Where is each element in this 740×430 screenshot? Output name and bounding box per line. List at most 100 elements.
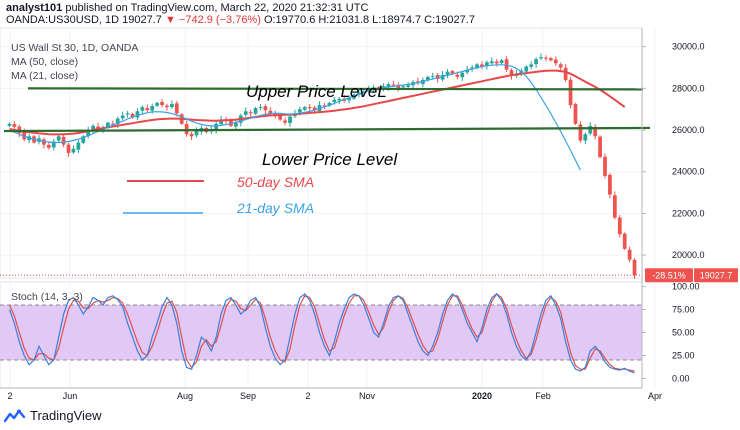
candle-body: [170, 103, 174, 108]
candle-body: [155, 102, 159, 106]
tradingview-logo[interactable]: TradingView: [4, 408, 102, 423]
candle-body: [598, 136, 602, 158]
price-tick-label: 20000.0: [672, 250, 705, 260]
symbol-name: OANDA:US30USD, 1D: [6, 14, 120, 26]
candle-body: [548, 58, 553, 61]
candle-body: [160, 102, 164, 106]
candle-body: [130, 113, 135, 118]
candle-body: [110, 123, 115, 125]
candle-body: [76, 142, 81, 150]
candle-body: [165, 105, 169, 108]
candle-body: [494, 61, 499, 64]
time-tick-label: Jun: [63, 391, 78, 401]
candle-body: [440, 74, 445, 80]
candle-body: [430, 75, 435, 77]
candle-body: [229, 119, 233, 126]
candle-body: [524, 66, 529, 72]
candle-body: [7, 123, 12, 126]
candle-body: [489, 61, 494, 64]
candle-body: [445, 71, 450, 75]
candle-body: [627, 249, 632, 260]
candle-body: [253, 108, 258, 114]
price-badge: [694, 268, 738, 283]
candle-body: [189, 133, 194, 137]
candle-body: [297, 109, 302, 113]
brand-text: TradingView: [30, 408, 102, 423]
candle-body: [248, 112, 253, 114]
stoch-d-line: [8, 293, 635, 372]
candle-body: [391, 84, 396, 86]
candle-body: [243, 111, 248, 115]
sma50-annotation: 50-day SMA: [237, 174, 315, 190]
candle-body: [401, 86, 406, 88]
candle-body: [608, 174, 612, 195]
candle-body: [125, 113, 130, 115]
time-tick-label: Aug: [177, 391, 193, 401]
candle-body: [539, 57, 543, 59]
candle-body: [337, 98, 342, 101]
symbol-line: OANDA:US30USD, 1D 19027.7 ▼ −742.9 (−3.7…: [6, 14, 475, 26]
time-tick-label: Nov: [359, 391, 376, 401]
candle-body: [553, 59, 558, 64]
lower-level-line: [3, 126, 651, 133]
candle-body: [283, 120, 287, 123]
candle-body: [66, 144, 71, 153]
candle-body: [622, 233, 627, 249]
candle-body: [135, 111, 140, 118]
candle-body: [406, 85, 411, 87]
candle-body: [307, 107, 312, 109]
candle-body: [509, 70, 514, 76]
candle-body: [81, 136, 86, 143]
candle-body: [558, 64, 563, 68]
candle-body: [145, 108, 150, 111]
stoch-tick-label: 75.00: [672, 305, 695, 315]
price-tick-label: 22000.0: [672, 208, 705, 218]
sma21-annotation: 21-day SMA: [237, 200, 315, 216]
stoch-k-line: [8, 293, 635, 374]
time-tick-label: 2: [7, 391, 12, 401]
candle-body: [460, 72, 465, 78]
candle-body: [352, 94, 356, 99]
candle-body: [396, 84, 401, 89]
time-tick-label: 2: [305, 391, 310, 401]
candle-body: [563, 67, 568, 81]
candle-body: [61, 136, 66, 145]
candle-body: [322, 105, 327, 107]
tradingview-icon: [4, 409, 26, 422]
candle-body: [386, 84, 391, 88]
candle-body: [214, 123, 219, 130]
candle-body: [568, 79, 573, 106]
pct-badge: [645, 268, 693, 283]
candle-body: [263, 106, 268, 111]
candle-body: [56, 136, 61, 141]
stoch-tick-label: 100.00: [672, 282, 700, 292]
candle-body: [12, 124, 17, 127]
candle-body: [194, 131, 199, 136]
time-tick-label: Sep: [240, 391, 256, 401]
candle-body: [632, 259, 637, 276]
candle-body: [174, 103, 179, 114]
candle-body: [485, 62, 489, 66]
candle-body: [115, 118, 120, 125]
candle-body: [603, 156, 607, 176]
candle-body: [86, 130, 91, 136]
candle-body: [588, 125, 593, 134]
candle-body: [150, 106, 155, 111]
candle-body: [593, 126, 598, 137]
stoch-tick-label: 0.00: [672, 373, 690, 383]
candle-body: [302, 107, 307, 110]
candle-body: [233, 122, 238, 127]
chart-title: US Wall St 30, 1D, OANDA: [11, 42, 139, 54]
candle-body: [327, 102, 332, 106]
candle-body: [219, 119, 223, 125]
upper-level-label: Upper Price LeveL: [246, 82, 387, 101]
ma50-line: [9, 69, 626, 136]
candle-body: [278, 114, 283, 120]
lower-level-label: Lower Price Level: [262, 150, 398, 169]
candle-body: [470, 67, 474, 69]
candle-body: [46, 144, 51, 148]
last-price: 19027.7: [122, 14, 162, 26]
time-tick-label: 2020: [472, 391, 492, 401]
candle-body: [347, 97, 351, 101]
